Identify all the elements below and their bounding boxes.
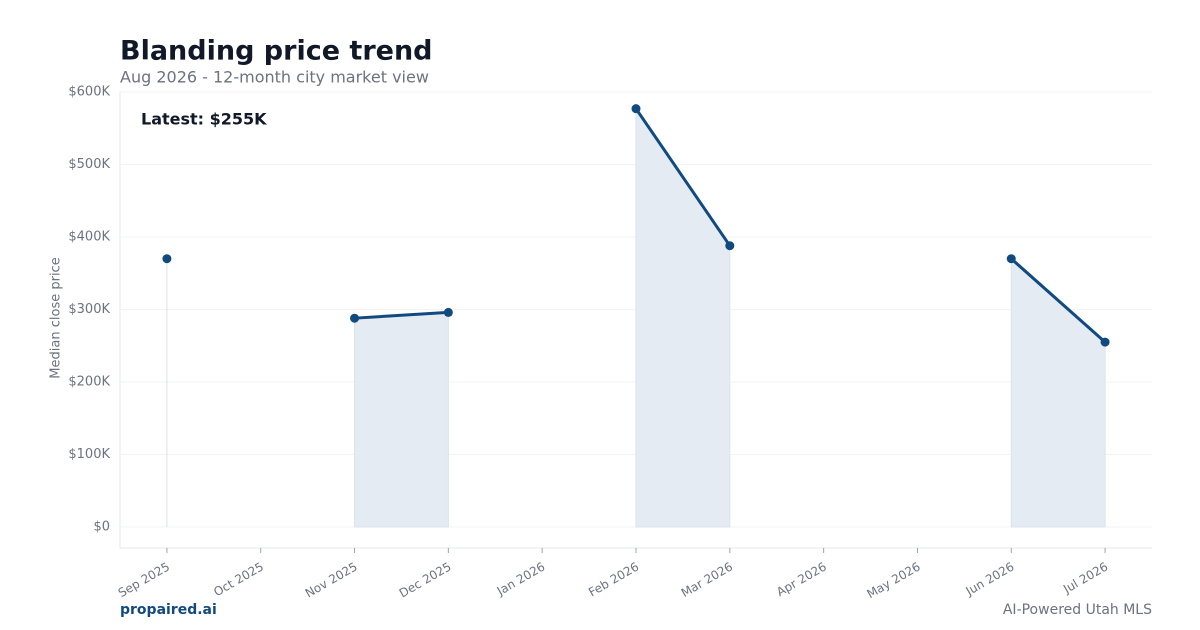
point bbox=[1006, 254, 1016, 264]
line bbox=[354, 107, 1107, 344]
point bbox=[162, 254, 172, 264]
footer-note: AI-Powered Utah MLS bbox=[1003, 602, 1152, 618]
y-tick-label: $200K bbox=[68, 374, 110, 389]
x-tick-label: Jun 2026 bbox=[963, 560, 1017, 599]
point bbox=[631, 104, 641, 114]
y-tick-label: $400K bbox=[68, 229, 110, 244]
point bbox=[1100, 337, 1110, 347]
x-tick-label: May 2026 bbox=[864, 560, 922, 602]
y-tick-label: $0 bbox=[93, 519, 110, 534]
chart-subtitle: Aug 2026 - 12-month city market view bbox=[120, 68, 429, 87]
area bbox=[166, 107, 1106, 528]
x-tick-label: Jul 2026 bbox=[1060, 560, 1110, 597]
y-tick-label: $500K bbox=[68, 157, 110, 172]
point bbox=[350, 313, 360, 323]
x-tick-label: Dec 2025 bbox=[397, 560, 454, 601]
point bbox=[725, 241, 735, 251]
footer-brand: propaired.ai bbox=[120, 602, 217, 618]
x-tick-label: Oct 2025 bbox=[211, 560, 266, 600]
x-tick-label: Sep 2025 bbox=[116, 560, 172, 601]
x-tick-label: Nov 2025 bbox=[303, 560, 360, 601]
x-tick-label: Jan 2026 bbox=[494, 560, 548, 599]
y-axis-label: Median close price bbox=[49, 257, 64, 378]
y-tick-label: $100K bbox=[68, 447, 110, 462]
x-tick-label: Feb 2026 bbox=[586, 560, 641, 600]
annotation: Latest: $255K bbox=[141, 110, 267, 129]
y-tick-label: $300K bbox=[68, 302, 110, 317]
x-tick-label: Mar 2026 bbox=[679, 560, 735, 601]
point bbox=[443, 307, 453, 317]
y-tick-label: $600K bbox=[68, 85, 110, 100]
x-tick-label: Apr 2026 bbox=[774, 560, 829, 600]
chart-title: Blanding price trend bbox=[120, 36, 433, 67]
